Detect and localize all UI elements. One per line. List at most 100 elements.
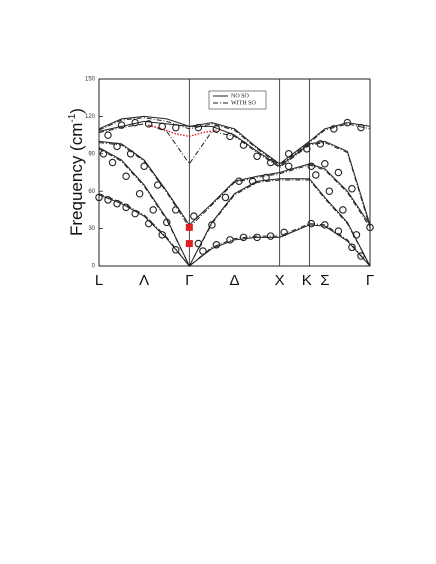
exp-point — [172, 246, 180, 254]
exp-point — [144, 219, 153, 228]
exp-point — [284, 162, 293, 171]
legend-label: NO SO — [231, 93, 250, 99]
exp-point — [339, 206, 347, 214]
branch-line — [98, 147, 371, 268]
exp-point — [280, 228, 288, 237]
branch-line — [98, 193, 371, 267]
exp-point — [226, 132, 234, 141]
exp-point — [199, 247, 207, 255]
x-tick-label: K — [302, 272, 312, 289]
exp-point — [190, 212, 198, 220]
x-tick-label: Γ — [185, 272, 193, 289]
exp-point — [316, 140, 325, 148]
exp-point — [321, 160, 329, 168]
red-point — [185, 240, 193, 248]
exp-point — [357, 123, 365, 132]
exp-point — [172, 123, 180, 132]
legend-label: WITH SO — [231, 100, 256, 106]
x-tick-label: L — [95, 272, 103, 289]
exp-point — [135, 189, 144, 198]
exp-point — [212, 125, 221, 133]
y-label-end: ) — [67, 108, 86, 114]
branch-line — [98, 117, 371, 166]
exp-point — [253, 233, 261, 242]
y-tick-label: 60 — [88, 189, 95, 195]
branch-line — [98, 120, 371, 226]
exp-point — [113, 199, 121, 208]
exp-point — [352, 231, 361, 239]
exp-point — [172, 206, 180, 214]
exp-point — [194, 239, 203, 248]
exp-point — [95, 193, 103, 202]
exp-point — [330, 125, 338, 133]
exp-point — [140, 162, 148, 171]
x-tick-label: X — [275, 272, 285, 289]
branch-line — [98, 140, 371, 226]
exp-point — [221, 193, 230, 202]
exp-point — [343, 118, 352, 127]
exp-point — [334, 227, 343, 235]
exp-point — [248, 177, 257, 185]
branch-line — [98, 148, 371, 268]
x-tick-label: Γ — [366, 272, 374, 289]
exp-point — [153, 181, 162, 189]
exp-point — [131, 118, 139, 127]
exp-point — [262, 173, 270, 182]
exp-point — [99, 150, 108, 158]
exp-point — [122, 203, 130, 212]
exp-point — [348, 184, 356, 193]
exp-point — [348, 243, 356, 252]
exp-point — [131, 209, 139, 218]
exp-point — [239, 233, 248, 242]
branch-line — [98, 123, 371, 228]
y-label-sup: -1 — [67, 113, 78, 122]
exp-point — [208, 221, 216, 229]
exp-point — [113, 142, 121, 151]
exp-point — [357, 252, 365, 260]
exp-point — [307, 219, 316, 228]
y-tick-label: 150 — [85, 77, 96, 83]
exp-point — [126, 150, 135, 158]
exp-point — [284, 150, 293, 158]
branch-line — [98, 194, 371, 267]
exp-point — [239, 141, 248, 149]
y-tick-label: 0 — [92, 264, 96, 270]
exp-point — [303, 145, 311, 153]
x-tick-label: Δ — [229, 272, 239, 289]
y-tick-label: 30 — [88, 226, 95, 232]
branch-line — [98, 142, 371, 229]
branch-line — [98, 115, 371, 165]
exp-point — [312, 171, 320, 179]
y-axis-label: Frequency (cm-1) — [67, 108, 87, 236]
exp-point — [334, 168, 343, 177]
exp-point — [235, 177, 243, 185]
exp-point — [158, 122, 166, 131]
exp-point — [194, 123, 203, 132]
exp-point — [163, 218, 171, 227]
exp-point — [122, 172, 130, 180]
red-point — [185, 223, 193, 231]
exp-point — [226, 236, 234, 244]
exp-point — [266, 232, 275, 240]
exp-point — [144, 120, 153, 128]
x-tick-label: Λ — [139, 272, 149, 289]
exp-point — [366, 223, 374, 232]
y-label-text: Frequency (cm — [67, 123, 86, 236]
exp-point — [253, 152, 261, 161]
x-tick-label: Σ — [320, 272, 329, 289]
exp-point — [104, 196, 112, 204]
exp-point — [117, 121, 126, 129]
exp-point — [108, 158, 117, 167]
exp-point — [149, 206, 157, 214]
plot-frame — [98, 78, 371, 267]
y-tick-label: 120 — [85, 114, 96, 120]
exp-point — [325, 187, 334, 195]
exp-point — [321, 221, 329, 229]
exp-point — [266, 158, 275, 167]
exp-point — [158, 231, 166, 239]
exp-point — [212, 241, 221, 249]
exp-point — [104, 131, 112, 139]
exp-point — [307, 162, 316, 171]
